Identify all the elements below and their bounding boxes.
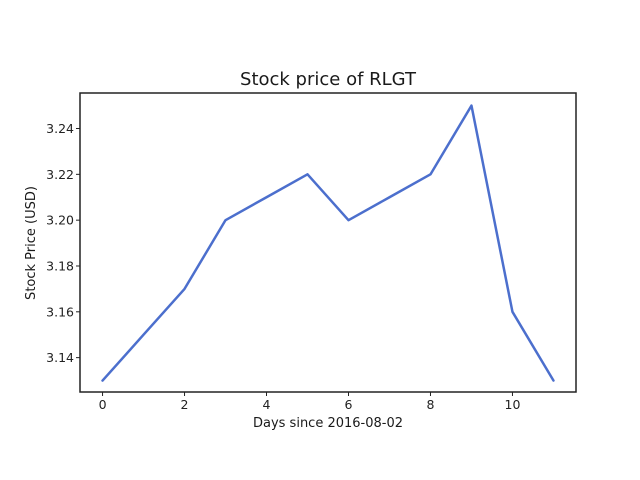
x-axis-label: Days since 2016-08-02 bbox=[253, 416, 403, 431]
plot-frame bbox=[79, 92, 577, 393]
y-tick-label: 3.22 bbox=[46, 167, 74, 182]
y-tick-label: 3.14 bbox=[46, 350, 74, 365]
y-tick-label: 3.18 bbox=[46, 258, 74, 273]
x-tick-label: 10 bbox=[505, 397, 521, 412]
x-tick-label: 0 bbox=[99, 397, 107, 412]
y-axis-ticks: 3.14 3.16 3.18 3.20 3.22 3.24 bbox=[46, 121, 80, 365]
chart-title: Stock price of RLGT bbox=[240, 69, 417, 90]
y-tick-label: 3.24 bbox=[46, 121, 74, 136]
x-tick-label: 6 bbox=[345, 397, 353, 412]
x-axis-ticks: 0 2 4 6 8 10 bbox=[99, 392, 521, 412]
x-tick-label: 4 bbox=[263, 397, 271, 412]
series-layer bbox=[101, 104, 555, 382]
y-tick-label: 3.20 bbox=[46, 213, 74, 228]
x-tick-label: 8 bbox=[427, 397, 435, 412]
y-tick-label: 3.16 bbox=[46, 304, 74, 319]
y-axis-label: Stock Price (USD) bbox=[24, 186, 39, 300]
x-tick-label: 2 bbox=[181, 397, 189, 412]
series-line bbox=[101, 104, 555, 382]
